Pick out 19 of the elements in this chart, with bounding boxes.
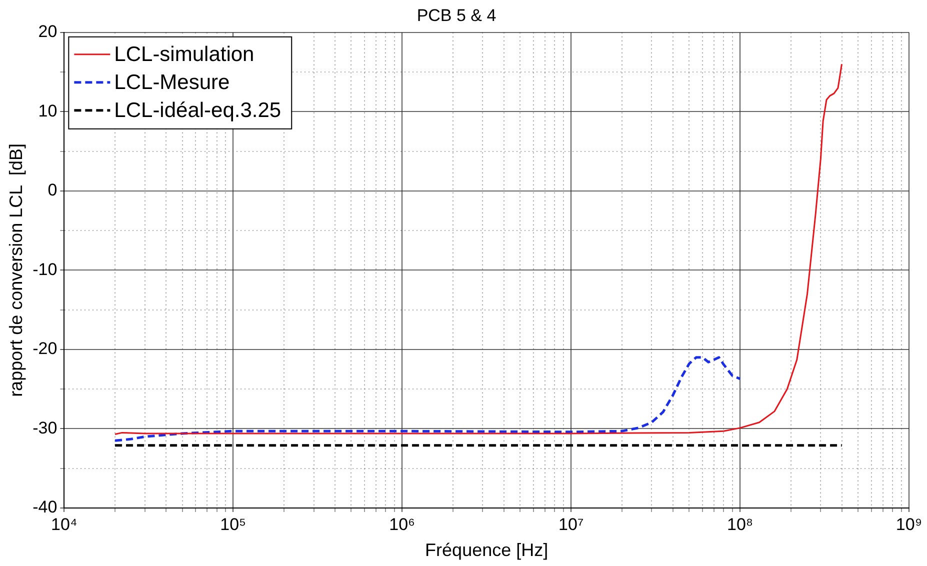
y-tick-label: -20 bbox=[32, 339, 58, 358]
chart-title: PCB 5 & 4 bbox=[416, 6, 496, 25]
y-tick-label: -30 bbox=[32, 418, 58, 438]
x-tick-label: 10⁵ bbox=[220, 514, 246, 534]
y-tick-label: -40 bbox=[32, 498, 58, 517]
legend-label: LCL-idéal-eq.3.25 bbox=[114, 99, 282, 122]
legend-label: LCL-Mesure bbox=[114, 71, 230, 94]
legend-label: LCL-simulation bbox=[114, 43, 254, 66]
y-tick-label: -10 bbox=[32, 260, 58, 279]
y-tick-label: 0 bbox=[48, 180, 58, 200]
x-tick-label: 10⁷ bbox=[558, 514, 584, 534]
y-tick-label: 10 bbox=[38, 101, 58, 120]
x-tick-label: 10⁶ bbox=[389, 514, 416, 534]
x-axis-title: Fréquence [Hz] bbox=[425, 540, 548, 560]
y-tick-label: 20 bbox=[38, 22, 58, 42]
x-tick-label: 10⁸ bbox=[726, 514, 754, 534]
y-axis-title: rapport de conversion LCL [dB] bbox=[6, 143, 26, 397]
x-tick-label: 10⁴ bbox=[51, 514, 78, 534]
x-tick-label: 10⁹ bbox=[896, 514, 922, 534]
